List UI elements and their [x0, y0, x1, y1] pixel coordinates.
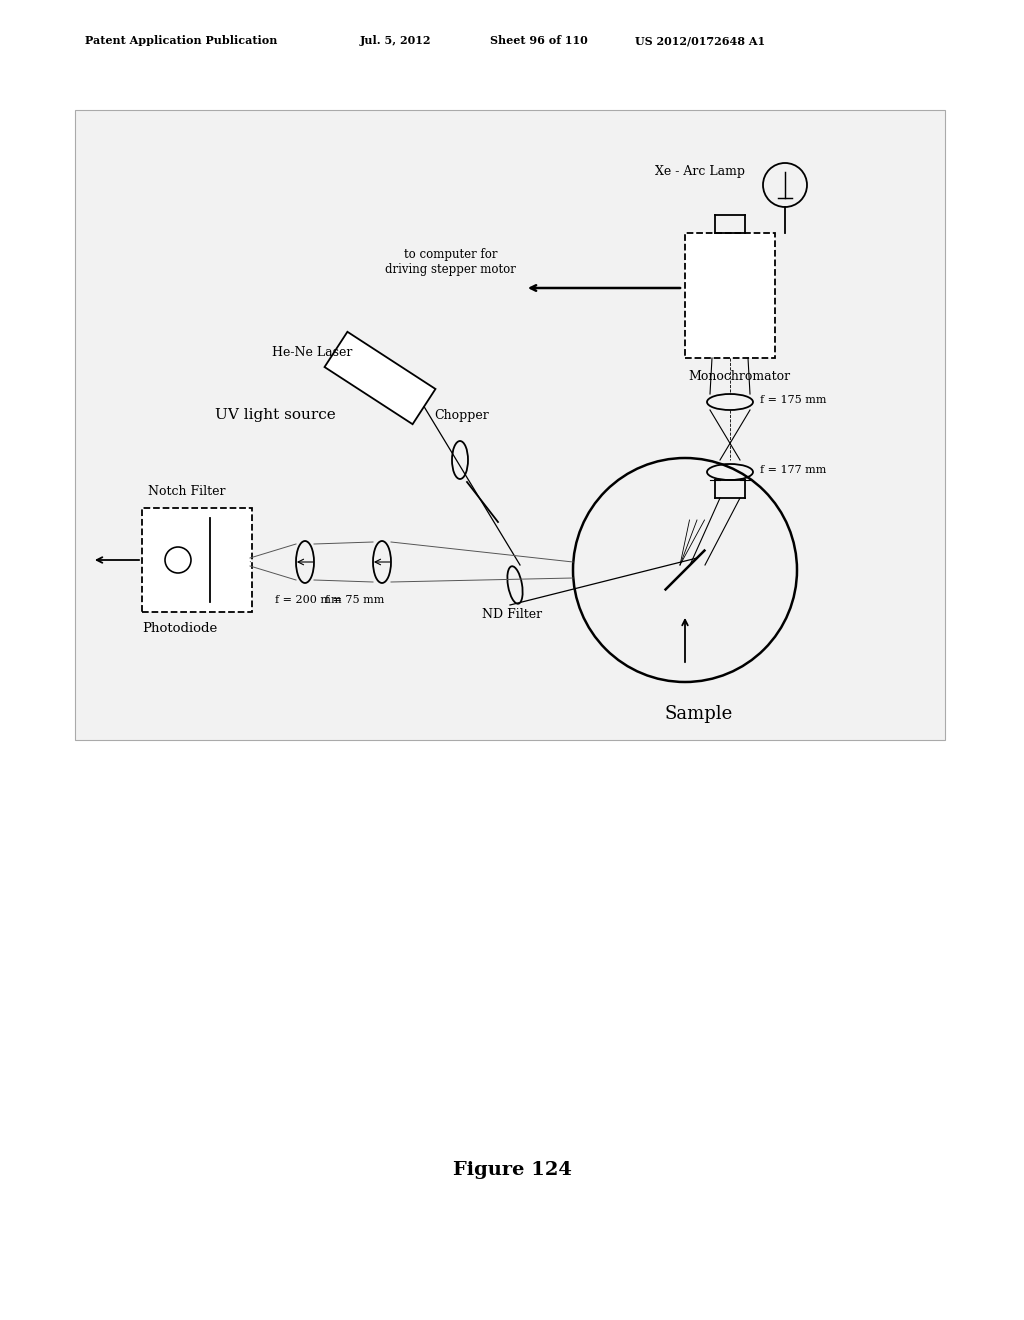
- Text: Figure 124: Figure 124: [453, 1162, 571, 1179]
- Text: to computer for
driving stepper motor: to computer for driving stepper motor: [385, 248, 516, 276]
- Text: UV light source: UV light source: [215, 408, 336, 422]
- Text: Jul. 5, 2012: Jul. 5, 2012: [360, 36, 431, 46]
- Text: f = 175 mm: f = 175 mm: [760, 395, 826, 405]
- Text: ND Filter: ND Filter: [482, 609, 542, 620]
- Text: Sample: Sample: [665, 705, 733, 723]
- Text: Xe - Arc Lamp: Xe - Arc Lamp: [655, 165, 745, 178]
- Text: f = 75 mm: f = 75 mm: [326, 595, 385, 605]
- Text: Patent Application Publication: Patent Application Publication: [85, 36, 278, 46]
- Text: f = 200 mm: f = 200 mm: [274, 595, 341, 605]
- FancyBboxPatch shape: [75, 110, 945, 741]
- Text: US 2012/0172648 A1: US 2012/0172648 A1: [635, 36, 765, 46]
- Text: f = 177 mm: f = 177 mm: [760, 465, 826, 475]
- Text: He-Ne Laser: He-Ne Laser: [272, 346, 352, 359]
- FancyBboxPatch shape: [142, 508, 252, 612]
- Text: Notch Filter: Notch Filter: [148, 484, 225, 498]
- Text: Photodiode: Photodiode: [142, 622, 217, 635]
- Text: Chopper: Chopper: [434, 409, 489, 422]
- Text: Monochromator: Monochromator: [688, 370, 791, 383]
- FancyBboxPatch shape: [685, 234, 775, 358]
- Text: Sheet 96 of 110: Sheet 96 of 110: [490, 36, 588, 46]
- Polygon shape: [325, 331, 435, 424]
